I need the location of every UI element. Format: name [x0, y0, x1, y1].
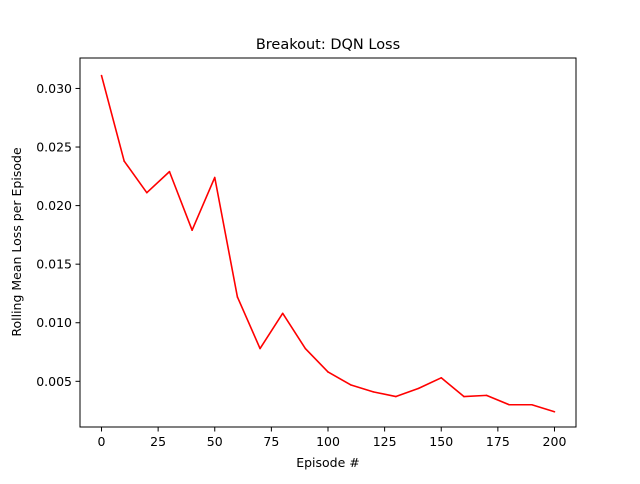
x-axis-label: Episode # [296, 455, 360, 470]
data-point [395, 395, 397, 398]
data-point [508, 403, 510, 406]
data-point [281, 312, 284, 315]
data-point [191, 229, 193, 231]
y-tick-label: 0.010 [36, 315, 72, 330]
x-tick-label: 100 [316, 434, 340, 449]
y-axis-ticks: 0.005 0.010 0.015 0.020 0.025 0.030 [36, 81, 80, 389]
data-point [327, 371, 329, 373]
y-tick-label: 0.020 [36, 198, 72, 213]
data-point [531, 403, 533, 406]
x-tick-label: 25 [150, 434, 166, 449]
x-tick-label: 175 [486, 434, 510, 449]
data-point [440, 377, 443, 379]
data-point [236, 296, 239, 298]
y-tick-label: 0.015 [36, 257, 72, 272]
data-point [553, 410, 556, 413]
data-point [463, 395, 465, 398]
x-tick-label: 0 [98, 434, 106, 449]
data-point [372, 391, 375, 393]
x-tick-label: 75 [263, 434, 279, 449]
chart-title: Breakout: DQN Loss [256, 37, 400, 53]
data-point [417, 387, 420, 390]
plot-frame [79, 57, 577, 428]
x-tick-label: 200 [543, 434, 567, 449]
data-point [485, 394, 488, 397]
x-tick-label: 150 [429, 434, 453, 449]
x-tick-label: 125 [373, 434, 397, 449]
data-point [100, 74, 103, 77]
data-point [213, 176, 216, 179]
y-axis-label: Rolling Mean Loss per Episode [9, 147, 24, 337]
data-point [259, 347, 261, 350]
series-layer [100, 74, 556, 413]
data-point [304, 347, 307, 350]
x-tick-label: 50 [207, 434, 223, 449]
data-point [349, 384, 352, 386]
data-point [168, 170, 171, 173]
y-tick-label: 0.005 [36, 374, 72, 389]
data-point [146, 191, 148, 194]
data-point [123, 160, 125, 162]
y-tick-label: 0.025 [36, 140, 72, 155]
y-tick-label: 0.030 [36, 81, 72, 96]
x-axis-ticks: 0 25 50 75 100 125 150 175 200 [98, 427, 567, 449]
